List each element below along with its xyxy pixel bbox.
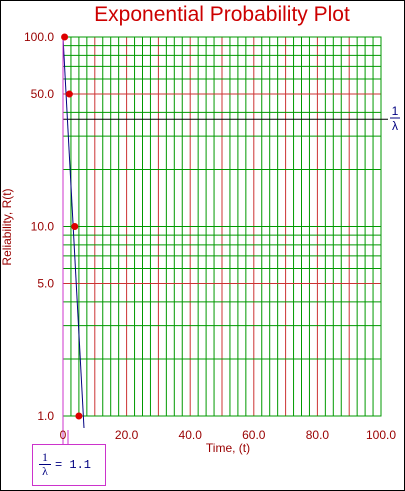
fit-line [62,36,85,429]
data-point [75,412,83,420]
x-tick-label: 80.0 [306,428,330,442]
y-tick-label: 50.0 [31,87,55,101]
parameter-numerator: 1 [39,451,51,465]
fit-line-group [62,36,85,444]
x-tick-label: 0 [60,428,67,442]
chart-title: Exponential Probability Plot [94,3,350,26]
data-point [71,223,79,230]
y-tick-label: 1.0 [37,409,54,423]
mean-life-label-numerator: 1 [392,104,399,118]
tick-labels: 0 20.0 40.0 60.0 80.0 100.0 100.0 50.0 10.0 5.0 1.… [24,30,396,442]
x-axis-label: Time, (t) [206,441,250,455]
mean-life-label-denominator: λ [392,119,398,133]
data-points [61,33,83,420]
x-tick-label: 20.0 [115,428,139,442]
parameter-equals: = [55,458,63,472]
x-tick-label: 100.0 [366,428,396,442]
mean-life-label: 1 λ [390,104,400,133]
y-axis-label: Reliability, R(t) [0,188,14,265]
data-point [65,90,73,98]
parameter-fraction: 1 λ [39,451,51,478]
parameter-box: 1 λ = 1.1 [32,444,106,486]
parameter-value: 1.1 [69,458,92,472]
grid-lines [62,36,382,417]
y-tick-label: 10.0 [31,220,55,234]
y-tick-label: 5.0 [37,277,54,291]
x-tick-label: 40.0 [179,428,203,442]
data-point [61,33,69,41]
parameter-value-text: = 1.1 [55,458,91,472]
x-tick-label: 60.0 [242,428,266,442]
parameter-denominator: λ [42,464,48,478]
y-tick-label: 100.0 [24,30,54,44]
